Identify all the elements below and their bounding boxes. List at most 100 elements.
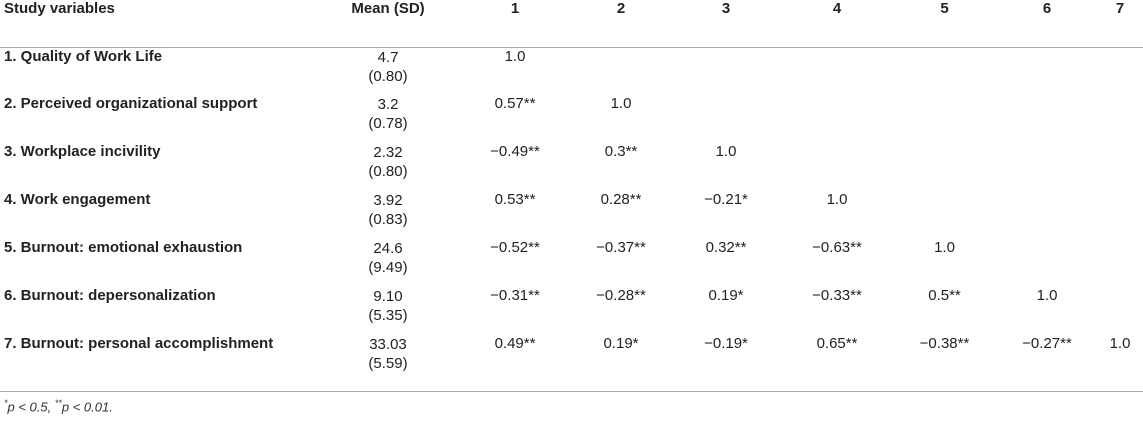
- correlation-cell: [892, 47, 997, 95]
- correlation-cell: [782, 47, 892, 95]
- correlation-cell: 1.0: [610, 95, 632, 112]
- correlation-cell: [1097, 47, 1143, 95]
- mean-value: 9.10: [373, 288, 403, 305]
- correlation-cell: [1097, 287, 1143, 335]
- variable-name: 2. Perceived organizational support: [4, 95, 258, 112]
- header-study-variables: Study variables: [0, 0, 318, 48]
- table-row: 4. Work engagement 3.92 (0.83) 0.53** 0.28**…: [0, 191, 1143, 239]
- correlation-cell: 0.57**: [494, 95, 536, 112]
- correlation-cell: [892, 191, 997, 239]
- header-col-7: 7: [1097, 0, 1143, 48]
- correlation-cell: 0.49**: [458, 335, 572, 392]
- correlation-cell: [1097, 191, 1143, 239]
- sd-value: (9.49): [368, 259, 408, 276]
- correlation-cell: 0.5**: [928, 287, 961, 304]
- correlation-cell: [997, 95, 1097, 143]
- variable-name: 6. Burnout: depersonalization: [4, 287, 216, 304]
- correlation-cell: 0.19*: [572, 335, 670, 392]
- header-col-4: 4: [782, 0, 892, 48]
- header-col-2: 2: [572, 0, 670, 48]
- sd-value: (0.80): [368, 67, 408, 85]
- mean-sd-cell: 3.2 (0.78): [318, 95, 458, 143]
- mean-value: 2.32: [373, 144, 403, 161]
- variable-name: 1. Quality of Work Life: [4, 47, 163, 65]
- table-row: 2. Perceived organizational support 3.2 (0…: [0, 95, 1143, 143]
- correlation-cell: 1.0: [504, 47, 526, 65]
- correlation-cell: 1.0: [1097, 335, 1143, 392]
- correlation-cell: [997, 239, 1097, 287]
- correlation-cell: −0.38**: [892, 335, 997, 392]
- correlation-cell: [782, 143, 892, 191]
- mean-value: 3.92: [373, 192, 403, 209]
- correlation-cell: [1097, 143, 1143, 191]
- correlation-cell: −0.21*: [704, 191, 748, 208]
- table-row: 7. Burnout: personal accomplishment 33.03…: [0, 335, 1143, 392]
- correlation-cell: [1097, 95, 1143, 143]
- correlation-cell: 0.19*: [708, 287, 744, 304]
- sd-value: (5.59): [368, 355, 408, 372]
- correlation-cell: [1097, 239, 1143, 287]
- correlation-cell: 1.0: [1036, 287, 1058, 304]
- mean-value: 24.6: [373, 240, 403, 257]
- correlation-cell: 0.28**: [600, 191, 642, 208]
- table-header-row: Study variables Mean (SD) 1 2 3 4 5 6 7: [0, 0, 1143, 48]
- table-footnote: *p < 0.5, **p < 0.01.: [4, 398, 113, 414]
- footnote-text-2: p < 0.01.: [61, 399, 113, 415]
- mean-sd-cell: 9.10 (5.35): [318, 287, 458, 335]
- mean-sd-cell: 2.32 (0.80): [318, 143, 458, 191]
- variable-name: 4. Work engagement: [4, 191, 151, 208]
- mean-sd-cell: 4.7 (0.80): [318, 47, 458, 95]
- variable-name: 7. Burnout: personal accomplishment: [0, 335, 318, 392]
- correlation-cell: −0.33**: [812, 287, 862, 304]
- table-row: 5. Burnout: emotional exhaustion 24.6 (9.4…: [0, 239, 1143, 287]
- correlation-cell: 1.0: [715, 143, 737, 160]
- header-col-3: 3: [670, 0, 782, 48]
- header-col-5: 5: [892, 0, 997, 48]
- correlation-cell: −0.52**: [490, 239, 540, 256]
- correlation-cell: −0.37**: [596, 239, 646, 256]
- mean-value: 33.03: [369, 336, 407, 353]
- correlation-cell: [782, 95, 892, 143]
- correlation-cell: 0.3**: [604, 143, 638, 160]
- table-body: 1. Quality of Work Life 4.7 (0.80) 1.0 2. Pe…: [0, 47, 1143, 392]
- header-col-6: 6: [997, 0, 1097, 48]
- correlation-cell: [670, 47, 782, 95]
- correlation-cell: 1.0: [826, 191, 848, 208]
- header-mean-sd: Mean (SD): [318, 0, 458, 48]
- sd-value: (5.35): [368, 307, 408, 324]
- mean-sd-cell: 3.92 (0.83): [318, 191, 458, 239]
- mean-sd-cell: 33.03 (5.59): [318, 335, 458, 392]
- variable-name: 3. Workplace incivility: [4, 143, 161, 160]
- footnote-text-1: p < 0.5,: [7, 399, 55, 415]
- sd-value: (0.78): [368, 115, 408, 132]
- correlation-cell: [572, 47, 670, 95]
- table-row: 1. Quality of Work Life 4.7 (0.80) 1.0: [0, 47, 1143, 95]
- sd-value: (0.80): [368, 163, 408, 180]
- table-row: 3. Workplace incivility 2.32 (0.80) −0.49**…: [0, 143, 1143, 191]
- correlation-cell: −0.63**: [812, 239, 862, 256]
- correlation-cell: [892, 143, 997, 191]
- variable-name: 5. Burnout: emotional exhaustion: [4, 239, 243, 256]
- correlation-cell: 0.65**: [782, 335, 892, 392]
- correlation-cell: [997, 143, 1097, 191]
- sd-value: (0.83): [368, 211, 408, 228]
- correlation-cell: −0.49**: [490, 143, 540, 160]
- mean-value: 4.7: [377, 48, 399, 66]
- correlation-cell: 0.32**: [705, 239, 747, 256]
- header-col-1: 1: [458, 0, 572, 48]
- table-row: 6. Burnout: depersonalization 9.10 (5.35) −…: [0, 287, 1143, 335]
- correlation-cell: [892, 95, 997, 143]
- correlation-cell: [670, 95, 782, 143]
- correlation-cell: [997, 47, 1097, 95]
- mean-sd-cell: 24.6 (9.49): [318, 239, 458, 287]
- footnote-star-1: *: [4, 398, 8, 408]
- correlation-cell: −0.19*: [670, 335, 782, 392]
- correlation-cell: −0.31**: [490, 287, 540, 304]
- footnote-star-2: **: [54, 398, 62, 408]
- mean-value: 3.2: [377, 96, 399, 113]
- correlation-cell: [997, 191, 1097, 239]
- correlation-cell: −0.27**: [997, 335, 1097, 392]
- correlation-cell: 1.0: [934, 239, 955, 256]
- correlation-cell: −0.28**: [596, 287, 646, 304]
